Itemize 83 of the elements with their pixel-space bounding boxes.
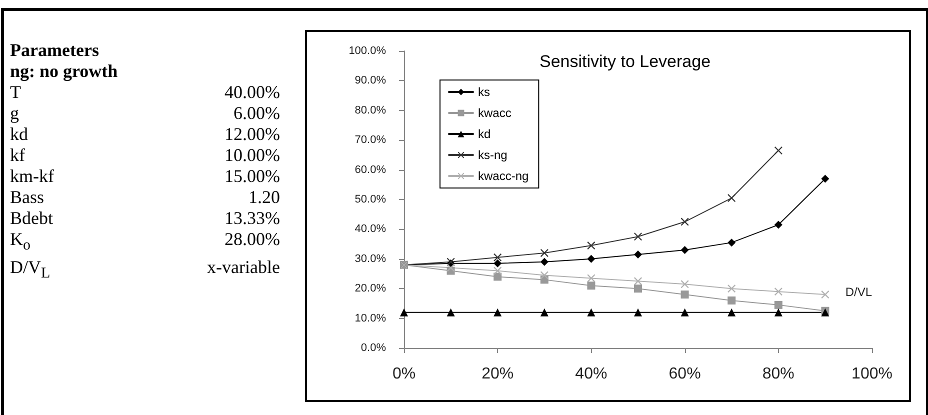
category-label: Bass [10,187,44,208]
category-label: km-kf [10,166,54,187]
legend-label: kd [478,127,491,141]
point [494,259,502,268]
y-tick-label: 30.0% [354,252,386,265]
text: ng: no growth [10,61,119,82]
point [587,308,596,316]
y-tick-label: 20.0% [354,282,386,295]
y-tick-label: 40.0% [354,223,386,236]
point [728,238,736,247]
point [494,272,502,281]
point [446,308,455,316]
x-tick-label: 80% [762,366,794,382]
legend-label: kwacc-ng [478,169,529,183]
point [821,290,830,299]
y-tick-label: 70.0% [354,134,386,146]
text: 13.33% [224,208,280,228]
point [634,250,642,258]
legend-label: ks-ng [478,148,508,162]
point [728,308,736,316]
point [587,254,596,263]
y-tick-label: 90.0% [354,74,386,87]
point [587,282,596,290]
x-tick-label: 20% [482,366,514,382]
category-label: kd [10,124,28,145]
text: 12.00% [224,124,280,144]
text: 40.00% [224,82,280,102]
text: 10.00% [224,145,280,165]
point [540,271,548,280]
point [680,246,689,254]
point [774,220,782,229]
point [774,288,782,296]
point [587,242,596,250]
category-label: kf [10,145,25,166]
y-tick-label: 0.0% [360,342,386,354]
y-tick-label: 80.0% [354,104,386,116]
category-label: T [10,82,21,103]
category-label: D/V$_{L}$ [10,256,50,284]
point [634,308,642,316]
point [680,290,689,299]
point [680,308,689,316]
legend-label: ks [478,85,490,99]
point [728,284,736,293]
category-label: Bdebt [10,208,53,229]
point [540,258,548,266]
chart-title: Sensitivity to Leverage [539,52,711,71]
y-tick-label: 50.0% [354,194,386,206]
point [774,308,782,316]
point [400,308,408,316]
point [540,308,548,316]
text: 15.00% [224,166,280,186]
y-tick-label: 10.0% [354,312,386,324]
text: x-variable [207,256,280,277]
point [774,146,782,154]
point [634,277,642,286]
x-tick-label: 100% [852,366,892,382]
category-label: K$_{o}$ [10,229,30,256]
point [728,296,736,304]
x-axis-title: D/VL [845,285,872,299]
text: 1.20 [248,187,280,207]
point [446,264,455,272]
point [680,280,689,288]
point [728,194,736,202]
legend-label: kwacc [478,106,512,120]
point [634,232,642,241]
point [540,248,548,257]
x-tick-label: 40% [575,366,608,382]
text: Parameters [10,40,100,61]
y-tick-label: 100.0% [348,45,386,57]
category-label: g [10,103,19,124]
point [494,308,502,316]
point [774,300,782,309]
point [494,253,502,262]
point [634,284,642,293]
point [680,218,689,226]
text: 6.00% [234,103,280,123]
point [821,174,830,183]
point [494,266,502,275]
text: 28.00% [224,229,280,249]
x-tick-label: 0% [392,366,416,382]
point [587,274,596,282]
x-tick-label: 60% [668,366,701,382]
y-tick-label: 60.0% [354,164,386,176]
